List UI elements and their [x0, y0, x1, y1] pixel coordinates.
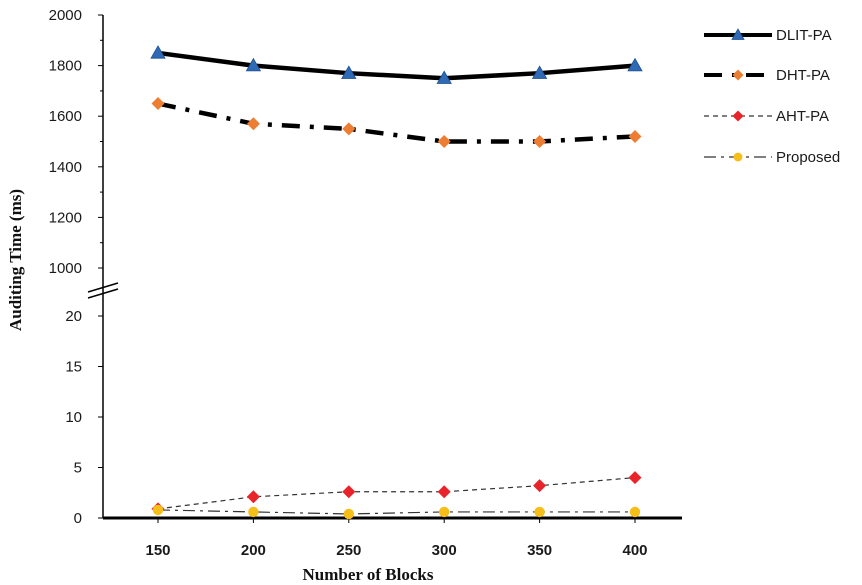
data-point-dlit-pa [627, 57, 643, 72]
x-tick-label: 350 [527, 542, 552, 559]
data-point-proposed [152, 504, 164, 516]
data-point-dht-pa [533, 135, 547, 148]
legend-marker-proposed [733, 152, 743, 162]
series-line-proposed [157, 509, 635, 515]
data-point-dht-pa [342, 122, 356, 136]
data-point-aht-pa [437, 485, 451, 499]
x-tick-label: 400 [622, 542, 647, 559]
data-point-dlit-pa [245, 57, 262, 72]
legend-marker-dht-pa [732, 69, 744, 81]
data-point-dht-pa [246, 117, 260, 131]
data-point-dlit-pa [150, 45, 166, 59]
legend-label-dht-pa: DHT-PA [776, 67, 830, 84]
data-point-aht-pa [533, 479, 547, 493]
series-line-aht-pa [157, 477, 636, 510]
x-tick-label: 300 [432, 542, 457, 559]
y-tick-label: 1400 [49, 159, 82, 176]
legend: DLIT-PA DHT-PA AHT-PA Proposed [704, 27, 840, 166]
y-tick-label: 2000 [49, 7, 82, 24]
y-axis-title: Auditing Time (ms) [6, 189, 25, 331]
y-tick-label: 20 [65, 308, 82, 325]
data-point-aht-pa [342, 485, 356, 499]
y-tick-label: 1600 [49, 108, 82, 125]
data-point-dlit-pa [341, 65, 357, 79]
y-tick-label: 10 [65, 409, 82, 426]
x-axis-title: Number of Blocks [303, 565, 434, 584]
data-point-dht-pa [628, 129, 642, 143]
legend-marker-dlit-pa [731, 28, 745, 40]
series-line-dlit-pa [157, 50, 636, 81]
y-tick-label: 0 [74, 510, 82, 527]
legend-label-aht-pa: AHT-PA [776, 108, 829, 125]
series-lines [157, 50, 636, 515]
x-tick-label: 250 [336, 542, 361, 559]
series-line-dht-pa [157, 101, 636, 144]
axes [87, 15, 682, 520]
data-point-proposed [248, 506, 259, 518]
x-tick-label: 200 [241, 542, 266, 559]
y-tick-label: 15 [65, 359, 82, 376]
data-point-proposed [439, 506, 450, 518]
y-ticks-upper: 1000 1200 1400 1600 1800 2000 [49, 7, 103, 277]
x-tick-label: 150 [145, 542, 170, 559]
y-tick-label: 1200 [49, 209, 82, 226]
legend-label-proposed: Proposed [776, 149, 840, 166]
legend-marker-aht-pa [732, 110, 744, 122]
x-ticks: 150 200 250 300 350 400 [145, 518, 648, 559]
axis-break-mark-1 [87, 282, 119, 293]
data-point-aht-pa [246, 490, 260, 504]
axis-break-mark-2 [87, 288, 119, 299]
data-point-dlit-pa [436, 70, 452, 84]
data-point-dht-pa [437, 135, 451, 148]
y-tick-label: 1800 [49, 58, 82, 75]
y-tick-label: 1000 [49, 260, 82, 277]
legend-label-dlit-pa: DLIT-PA [776, 27, 832, 44]
data-point-proposed [534, 506, 545, 518]
series-markers [150, 45, 643, 520]
data-point-aht-pa [628, 471, 642, 485]
y-ticks-lower: 0 5 10 15 20 [65, 308, 103, 527]
data-point-dht-pa [151, 97, 165, 111]
data-point-dlit-pa [531, 65, 548, 79]
data-point-proposed [343, 508, 354, 520]
y-tick-label: 5 [74, 460, 82, 477]
data-point-proposed [629, 506, 641, 518]
